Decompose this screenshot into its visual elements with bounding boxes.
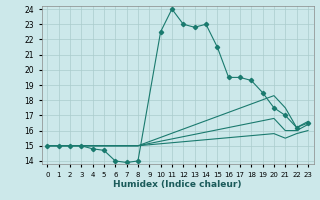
X-axis label: Humidex (Indice chaleur): Humidex (Indice chaleur) bbox=[113, 180, 242, 189]
